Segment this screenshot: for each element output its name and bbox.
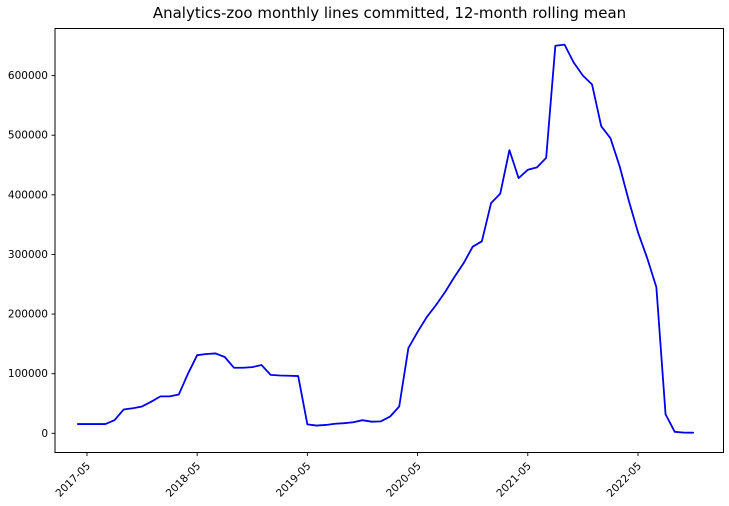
y-tick-label: 300000 <box>8 249 48 261</box>
plot-frame <box>54 28 724 453</box>
y-tick-label: 400000 <box>8 189 48 201</box>
x-tick-label: 2019-05 <box>274 460 314 500</box>
x-tick-label: 2020-05 <box>384 460 424 500</box>
data-line-series <box>76 43 694 434</box>
x-tick-label: 2017-05 <box>54 460 94 500</box>
y-tick-label: 500000 <box>8 130 48 142</box>
x-tick-label: 2018-05 <box>164 460 204 500</box>
y-tick-label: 600000 <box>8 70 48 82</box>
x-tick-label: 2022-05 <box>605 460 645 500</box>
chart-title: Analytics-zoo monthly lines committed, 1… <box>152 4 627 22</box>
y-tick-label: 0 <box>41 428 48 440</box>
x-tick-label: 2021-05 <box>494 460 534 500</box>
y-tick-label: 100000 <box>8 368 48 380</box>
y-tick-label: 200000 <box>8 309 48 321</box>
